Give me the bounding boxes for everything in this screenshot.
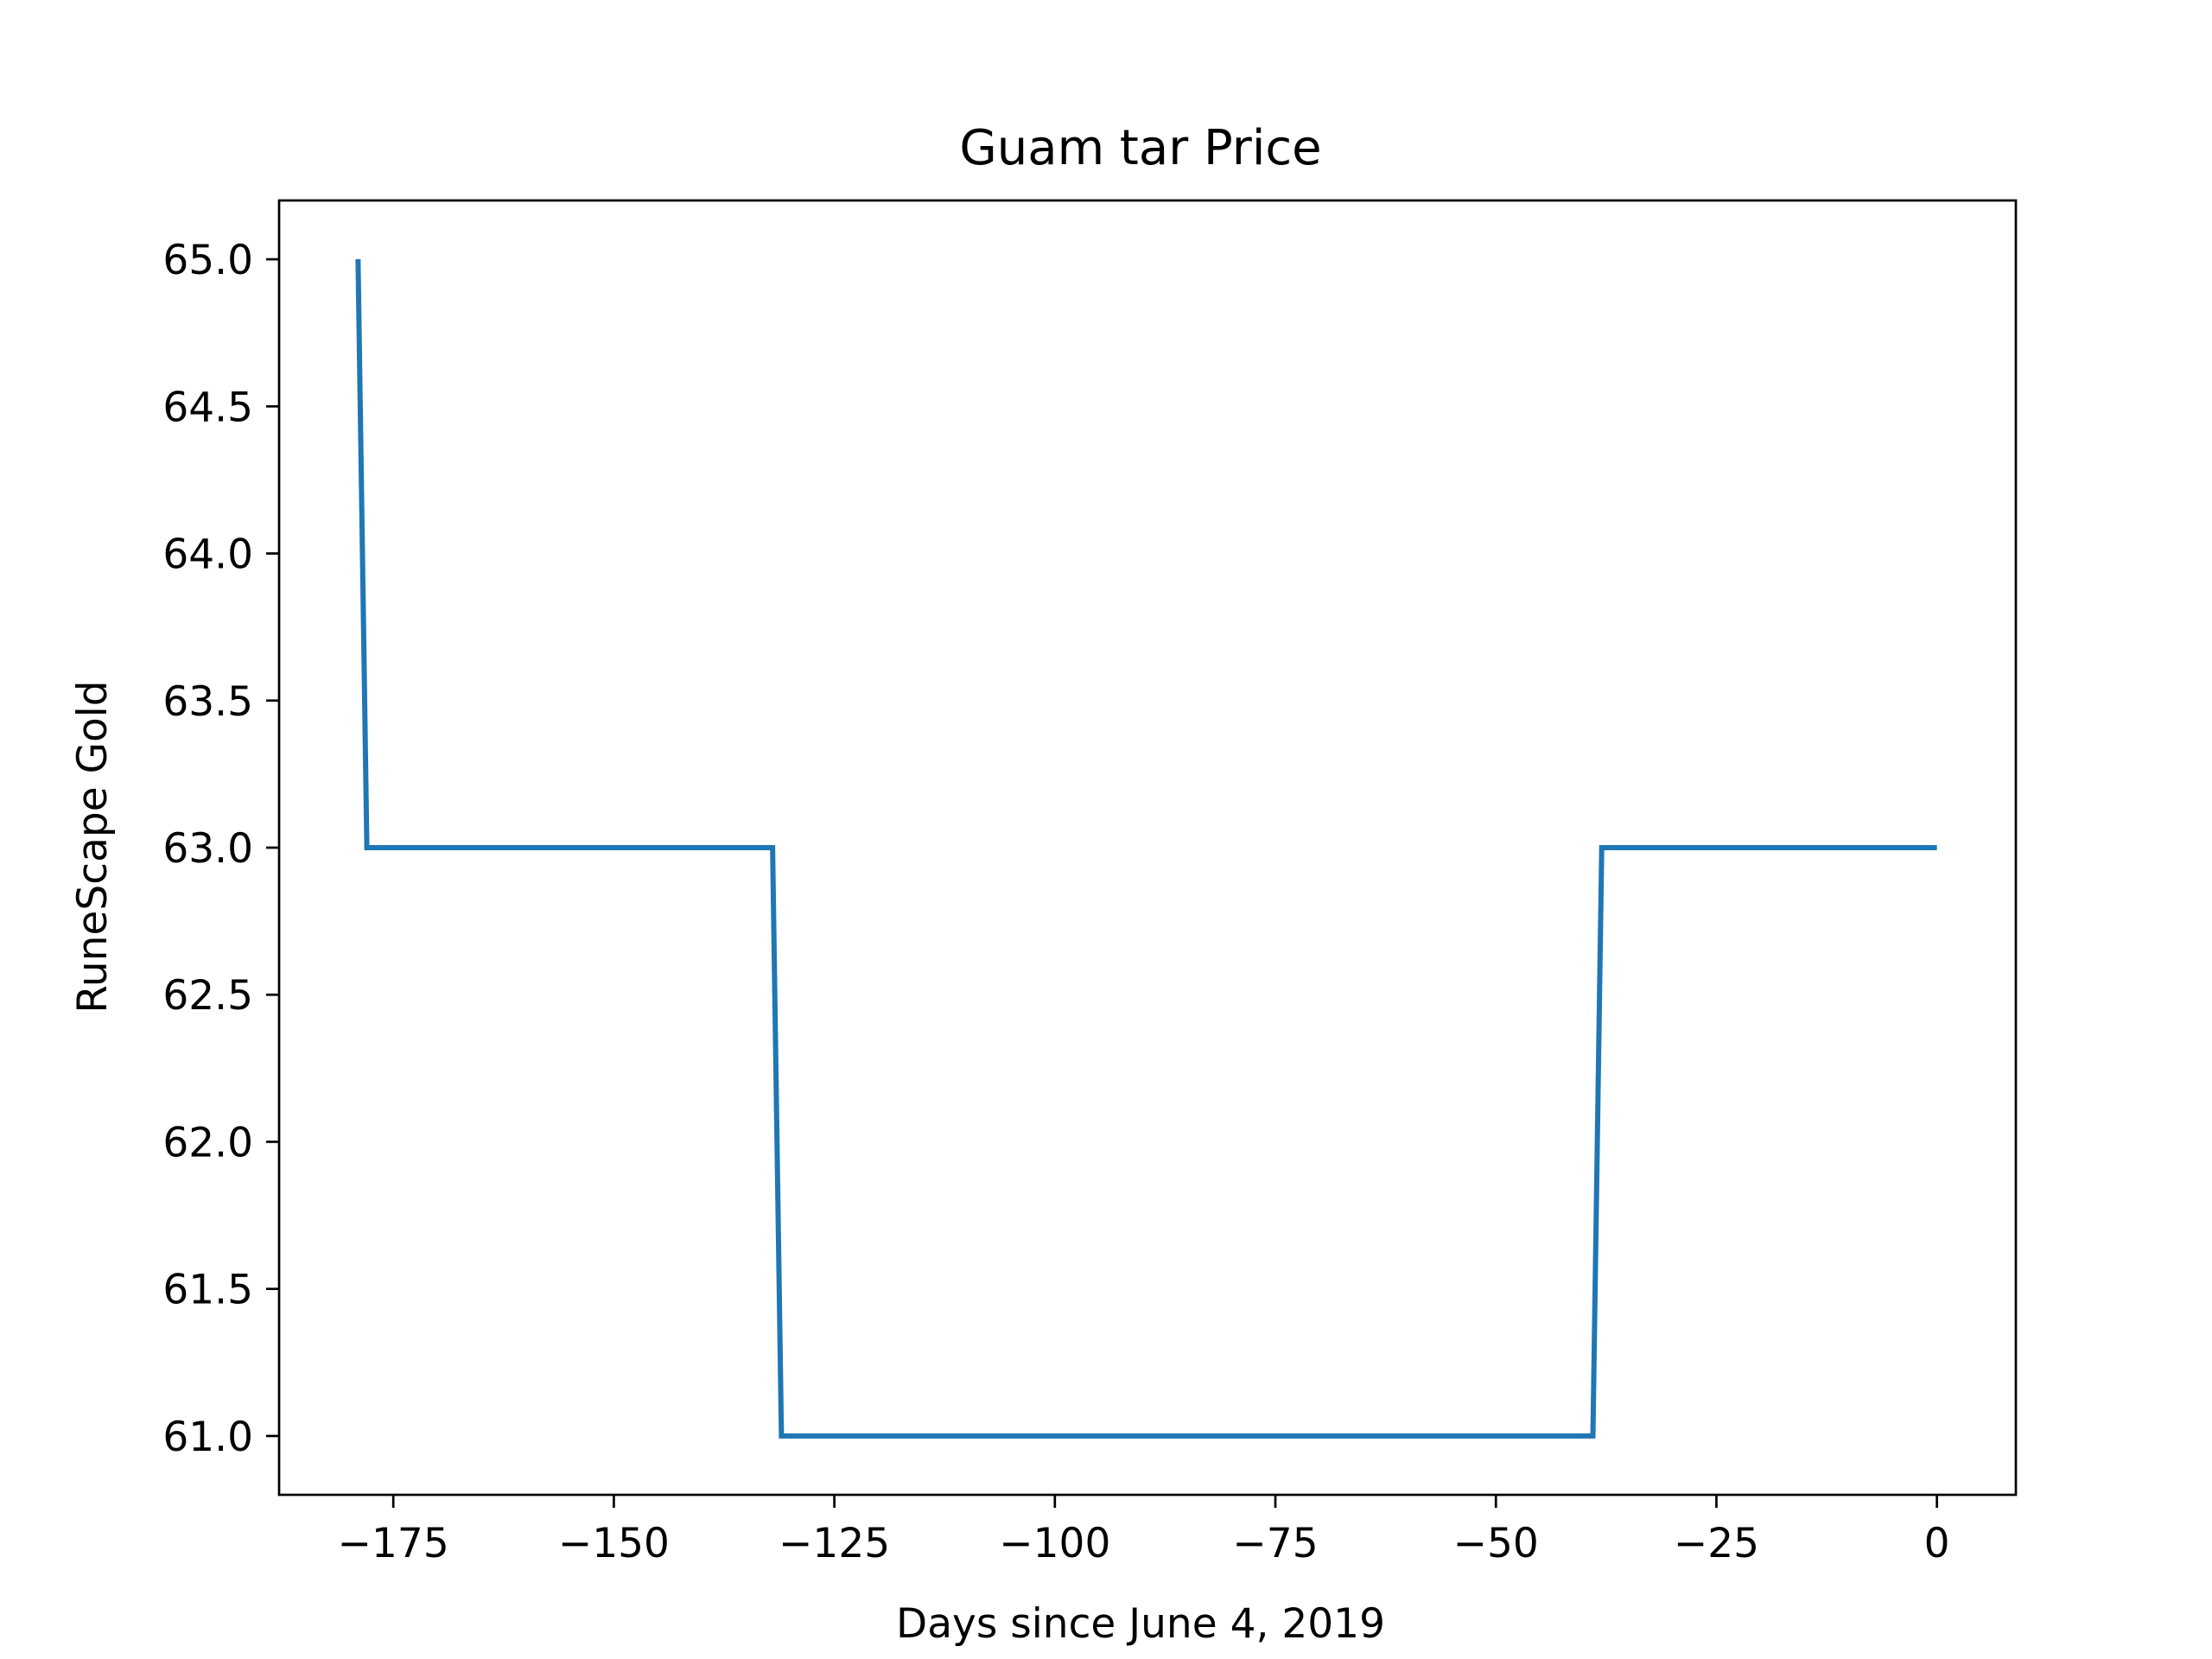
y-tick-label: 62.0 (162, 1119, 253, 1166)
y-tick-label: 63.5 (162, 678, 253, 726)
series-line-0 (355, 259, 1937, 1439)
x-tick-label: −150 (558, 1520, 670, 1567)
x-tick-label: −75 (1232, 1520, 1318, 1567)
y-tick-label: 64.5 (162, 384, 253, 431)
y-tick-label: 61.0 (162, 1414, 253, 1461)
x-axis: −175 −150 −125 −100 −75 −50 −25 0 (338, 1495, 1950, 1567)
x-tick-label: −125 (779, 1520, 890, 1567)
y-axis: 61.0 61.5 62.0 62.5 63.0 63.5 64.0 64.5 65.0 (162, 237, 279, 1461)
y-axis-label: RuneScape Gold (69, 680, 117, 1013)
x-tick-label: −100 (999, 1520, 1110, 1567)
y-tick-label: 65.0 (162, 237, 253, 284)
y-tick-label: 61.5 (162, 1267, 253, 1314)
x-axis-label: Days since June 4, 2019 (896, 1600, 1385, 1648)
x-tick-label: −50 (1453, 1520, 1539, 1567)
x-tick-label: −175 (338, 1520, 449, 1567)
y-tick-label: 64.0 (162, 531, 253, 579)
y-tick-label: 62.5 (162, 972, 253, 1020)
x-tick-label: −25 (1674, 1520, 1759, 1567)
chart-title: Guam tar Price (959, 120, 1321, 176)
x-tick-label: 0 (1924, 1520, 1950, 1567)
y-tick-label: 63.0 (162, 825, 253, 873)
